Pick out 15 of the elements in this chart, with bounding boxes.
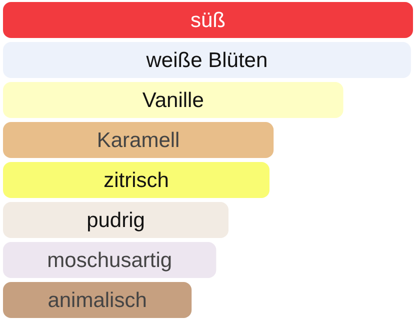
y-tick-label: Vanille	[142, 88, 204, 112]
y-tick-label: Karamell	[96, 128, 180, 152]
bar	[3, 242, 216, 278]
bar	[3, 122, 274, 158]
bar	[3, 82, 344, 118]
y-tick-label: animalisch	[48, 288, 147, 312]
y-tick-label: süß	[190, 8, 226, 32]
bar	[3, 2, 413, 38]
bar	[3, 202, 228, 238]
bar	[3, 282, 192, 318]
y-tick-label: moschusartig	[47, 248, 172, 272]
bar	[3, 162, 270, 198]
y-tick-label: zitrisch	[104, 168, 169, 192]
y-tick-label: pudrig	[86, 208, 145, 232]
y-tick-label: weiße Blüten	[145, 48, 268, 72]
